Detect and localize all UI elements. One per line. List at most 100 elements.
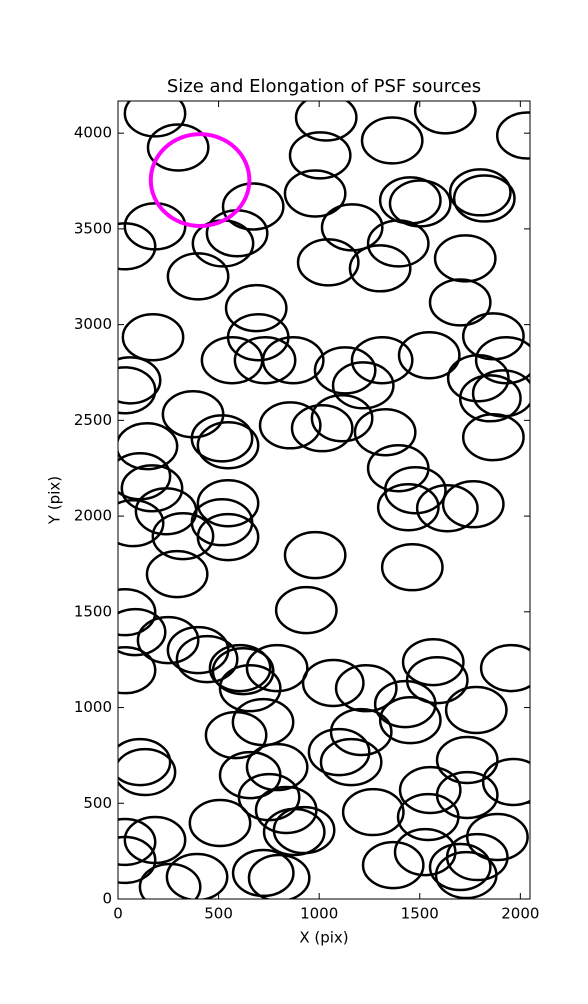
psf-ellipse <box>218 663 282 713</box>
x-tick-label: 500 <box>204 905 233 923</box>
psf-ellipse <box>148 132 252 229</box>
psf-ellipse <box>247 853 311 899</box>
psf-ellipse <box>348 244 412 293</box>
psf-ellipse <box>435 735 499 785</box>
psf-ellipse <box>231 848 295 898</box>
psf-ellipse <box>121 313 185 362</box>
psf-ellipse <box>465 812 529 862</box>
psf-ellipse <box>393 827 457 877</box>
plot-area <box>118 101 530 899</box>
psf-ellipse <box>118 452 172 501</box>
psf-ellipse <box>301 658 365 708</box>
psf-ellipse <box>146 123 210 172</box>
psf-ellipse <box>261 336 325 385</box>
psf-ellipse <box>136 615 200 665</box>
psf-ellipse <box>334 663 398 713</box>
psf-ellipse <box>405 655 469 705</box>
psf-ellipse <box>221 182 285 231</box>
psf-ellipse <box>479 643 530 693</box>
psf-ellipse <box>383 466 447 515</box>
x-tick-label: 2000 <box>501 905 539 923</box>
psf-ellipse <box>211 646 275 696</box>
psf-ellipse <box>118 587 157 637</box>
y-tick-label: 3000 <box>74 315 112 333</box>
y-tick-label: 1000 <box>74 698 112 716</box>
psf-ellipse <box>294 101 358 142</box>
psf-ellipse <box>245 742 309 792</box>
psf-ellipse <box>296 238 360 287</box>
psf-ellipse <box>245 643 309 693</box>
psf-ellipse <box>461 312 525 361</box>
psf-ellipse <box>118 747 177 797</box>
psf-ellipse <box>196 479 260 528</box>
psf-ellipse <box>272 805 336 855</box>
psf-ellipse <box>474 336 530 385</box>
psf-ellipse <box>120 464 184 513</box>
psf-ellipse <box>118 498 165 548</box>
y-tick-label: 2000 <box>74 507 112 525</box>
psf-ellipse <box>283 530 347 580</box>
psf-ellipse <box>350 336 414 385</box>
psf-ellipse <box>118 421 179 471</box>
y-tick-label: 500 <box>83 794 112 812</box>
psf-ellipse <box>319 737 383 787</box>
psf-ellipse <box>231 697 295 747</box>
psf-ellipse <box>373 679 437 729</box>
psf-ellipse <box>448 168 512 217</box>
psf-ellipse <box>481 757 530 807</box>
y-tick-label: 2500 <box>74 411 112 429</box>
psf-ellipse <box>444 685 508 735</box>
psf-ellipse <box>188 798 252 848</box>
psf-ellipse <box>398 765 462 815</box>
psf-ellipse <box>413 101 477 135</box>
psf-ellipse <box>313 346 377 395</box>
psf-ellipse <box>196 512 260 562</box>
psf-ellipse <box>118 222 157 271</box>
psf-ellipse <box>441 479 505 529</box>
y-tick-label: 4000 <box>74 124 112 142</box>
psf-ellipse <box>366 219 430 268</box>
psf-ellipse <box>208 643 272 693</box>
y-axis-label: Y (pix) <box>46 476 64 525</box>
psf-ellipse <box>258 401 322 450</box>
psf-ellipse <box>331 361 395 410</box>
psf-ellipse <box>138 862 202 899</box>
psf-ellipse <box>461 412 525 462</box>
psf-ellipse <box>397 331 461 380</box>
psf-ellipse <box>204 710 268 760</box>
y-tick-label: 0 <box>102 890 112 908</box>
psf-ellipse <box>118 817 157 867</box>
psf-ellipse <box>378 695 442 745</box>
axes-frame <box>117 100 531 900</box>
x-tick-label: 0 <box>113 905 123 923</box>
psf-ellipse <box>360 116 424 165</box>
psf-ellipse <box>151 511 215 561</box>
x-tick-label: 1000 <box>300 905 338 923</box>
psf-ellipse <box>329 707 393 757</box>
psf-ellipse <box>458 374 522 423</box>
psf-ellipse <box>307 727 371 777</box>
psf-ellipse <box>396 792 460 842</box>
psf-ellipse <box>495 111 530 160</box>
psf-ellipse <box>452 174 516 223</box>
psf-ellipse <box>118 645 157 695</box>
psf-ellipse <box>166 252 230 301</box>
psf-ellipse <box>445 832 509 882</box>
psf-ellipse <box>205 209 269 258</box>
x-axis-label: X (pix) <box>299 929 348 947</box>
y-tick-label: 3500 <box>74 219 112 237</box>
psf-ellipse <box>290 403 354 453</box>
psf-ellipse <box>283 169 347 218</box>
psf-ellipse <box>288 131 352 180</box>
psf-ellipse <box>433 234 497 283</box>
psf-ellipse <box>190 414 254 463</box>
psf-ellipse <box>380 542 444 592</box>
psf-ellipse <box>118 366 157 415</box>
psf-ellipse <box>428 278 492 327</box>
psf-ellipse <box>353 407 417 457</box>
psf-ellipse <box>361 840 425 890</box>
chart-title: Size and Elongation of PSF sources <box>167 76 481 97</box>
psf-ellipse <box>165 852 229 899</box>
psf-ellipse <box>376 483 440 532</box>
